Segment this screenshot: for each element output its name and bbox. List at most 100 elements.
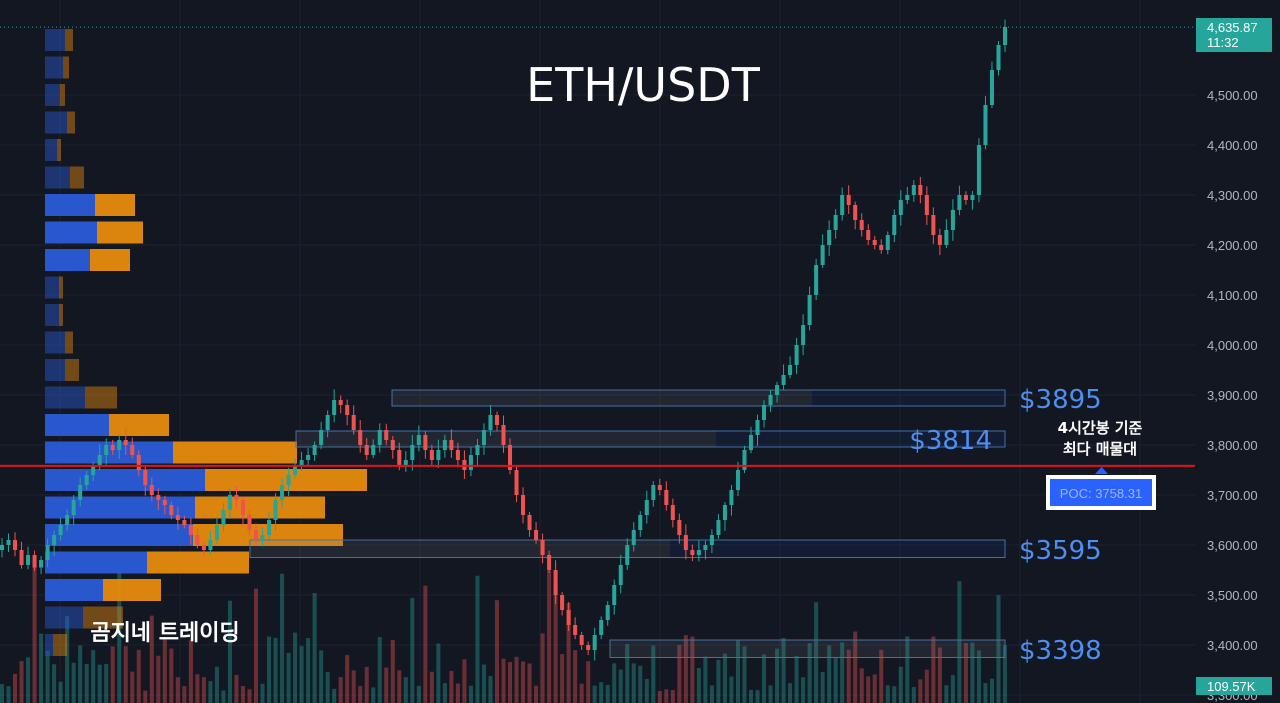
volume-bar (950, 675, 955, 703)
candle-body (162, 500, 167, 505)
volume-bar (345, 655, 350, 703)
poc-box (1050, 479, 1152, 506)
volume-bar (91, 650, 96, 703)
candle-body (976, 145, 981, 195)
candle-body (26, 555, 31, 565)
profile-bar-buy (45, 331, 65, 354)
candle-body (775, 385, 780, 395)
price-tick-label: 4,400.00 (1207, 138, 1258, 153)
candle-body (371, 445, 376, 455)
profile-bar-sell (53, 634, 67, 656)
volume-bar (521, 661, 526, 703)
candle-body (117, 440, 122, 450)
candle-body (169, 505, 174, 515)
volume-bar (807, 643, 812, 703)
volume-bar (156, 655, 161, 703)
volume-bar (996, 595, 1001, 703)
volume-bar (195, 674, 200, 703)
volume-bar (657, 690, 662, 703)
candle-body (32, 555, 37, 568)
candle-body (384, 430, 389, 440)
volume-bar (931, 636, 936, 703)
volume-bar (397, 670, 402, 703)
chart-overlay: ETH/USDT 곰지네 트레이딩 (90, 58, 760, 646)
volume-bar (781, 638, 786, 703)
poc-pointer (1095, 467, 1108, 474)
volume-bar (696, 667, 701, 703)
volume-bar (371, 687, 376, 703)
volume-bar (240, 686, 245, 703)
profile-bar-sell (59, 276, 63, 299)
volume-bar (918, 679, 923, 703)
price-tick-label: 4,000.00 (1207, 338, 1258, 353)
zone-highlight (250, 540, 670, 558)
candle-body (514, 470, 519, 495)
zone-label: $3814 (909, 426, 992, 456)
poc-note-line1: 4시간봉 기준 (1058, 419, 1143, 437)
volume-bar (306, 638, 311, 703)
volume-bar (820, 672, 825, 703)
volume-bar (403, 677, 408, 703)
price-axis[interactable]: 3,300.003,400.003,500.003,600.003,700.00… (1207, 88, 1258, 703)
candle-body (944, 230, 949, 245)
candle-body (312, 445, 317, 455)
volume-bar (748, 689, 754, 703)
candle-body (377, 430, 382, 445)
candle-body (534, 530, 539, 540)
volume-bar (1002, 645, 1008, 703)
candle-body (827, 230, 832, 245)
volume-bar (286, 652, 291, 703)
zone-box (391, 389, 1006, 407)
candle-body (403, 460, 408, 465)
volume-bar (169, 648, 174, 703)
volume-bar (735, 640, 740, 703)
volume-bar (175, 677, 180, 703)
profile-bar-buy (45, 441, 173, 464)
candle-body (547, 555, 552, 570)
volume-bar (924, 669, 929, 703)
candle-body (553, 570, 558, 595)
volume-bar (45, 650, 50, 703)
volume-bar (351, 670, 356, 703)
zone-label: $3595 (1019, 536, 1102, 566)
volume-bar (312, 592, 317, 703)
profile-bar-buy (45, 221, 97, 244)
candle-body (703, 545, 708, 550)
volume-bar (26, 657, 31, 703)
candle-body (859, 220, 864, 230)
candle-body (996, 45, 1001, 70)
volume-bar (32, 564, 37, 703)
candle-body (501, 425, 506, 445)
profile-bar-sell (97, 221, 143, 244)
volume-bar (201, 677, 206, 703)
volume-bar (299, 645, 304, 703)
volume-bar (221, 690, 226, 703)
candle-body (247, 515, 252, 530)
volume-bar (253, 588, 259, 703)
candle-body (853, 205, 858, 220)
volume-bar (19, 661, 24, 703)
volume-bar (664, 689, 669, 703)
volume-badge-value: 109.57K (1207, 679, 1256, 694)
volume-bar (976, 650, 981, 703)
volume-bar (970, 642, 975, 703)
candle-body (136, 455, 141, 470)
candle-body (683, 535, 688, 550)
profile-bar-sell (63, 56, 69, 79)
volume-bar (84, 663, 89, 703)
volume-bar (110, 646, 115, 703)
volume-bar (612, 663, 617, 703)
profile-bar-sell (65, 359, 79, 381)
profile-bar-sell (90, 249, 130, 271)
price-tick-label: 4,200.00 (1207, 238, 1258, 253)
volume-bar (136, 649, 141, 703)
volume-bar (775, 648, 780, 703)
price-tick-label: 3,600.00 (1207, 538, 1258, 553)
volume-bar (332, 688, 337, 703)
volume-bar (488, 676, 493, 703)
volume-bar (247, 689, 252, 703)
candle-body (762, 405, 767, 420)
volume-bar (625, 644, 630, 703)
